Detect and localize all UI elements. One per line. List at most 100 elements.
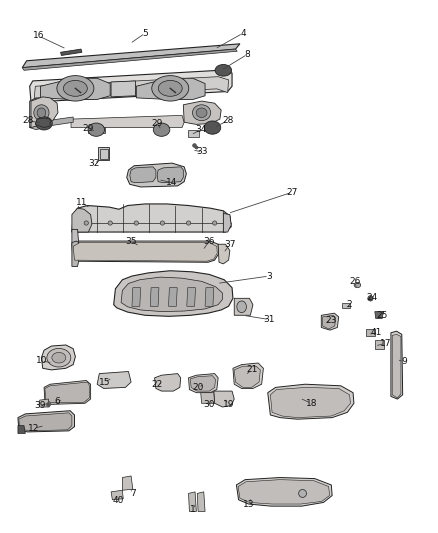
Polygon shape [35,118,50,127]
Text: 29: 29 [82,124,93,133]
Ellipse shape [212,221,217,225]
Polygon shape [234,298,253,316]
Polygon shape [30,117,73,130]
Text: 20: 20 [192,383,204,392]
Polygon shape [127,163,186,187]
Text: 7: 7 [130,489,136,498]
Polygon shape [342,303,350,308]
Polygon shape [132,288,141,306]
Text: 14: 14 [166,178,178,187]
Ellipse shape [152,76,189,101]
Text: 17: 17 [379,339,391,348]
Polygon shape [72,241,219,262]
Polygon shape [42,345,75,370]
Ellipse shape [34,105,49,120]
Polygon shape [30,98,36,127]
Polygon shape [111,490,123,500]
Text: 26: 26 [349,277,360,286]
Ellipse shape [368,296,373,301]
Text: 13: 13 [243,499,254,508]
Polygon shape [233,363,263,389]
Polygon shape [72,241,80,266]
Polygon shape [187,130,199,136]
Text: 32: 32 [88,159,99,167]
Polygon shape [72,208,92,232]
Polygon shape [22,44,240,68]
Polygon shape [234,366,260,387]
Polygon shape [41,78,110,100]
Ellipse shape [153,123,170,136]
Polygon shape [19,413,72,431]
Polygon shape [205,288,214,306]
Ellipse shape [215,64,232,76]
Polygon shape [169,288,177,306]
Polygon shape [22,49,237,70]
Polygon shape [18,425,25,433]
Polygon shape [237,478,332,506]
Ellipse shape [192,105,211,120]
Polygon shape [122,476,133,490]
Text: 36: 36 [204,237,215,246]
Ellipse shape [108,221,113,225]
Polygon shape [187,288,195,306]
Polygon shape [121,277,223,312]
Text: 39: 39 [34,401,46,410]
Text: 15: 15 [99,377,111,386]
Polygon shape [40,399,49,407]
Ellipse shape [134,221,138,225]
Text: 29: 29 [152,119,163,128]
Text: 41: 41 [371,328,382,337]
Polygon shape [321,313,339,330]
Polygon shape [31,97,58,127]
Text: 1: 1 [190,505,196,514]
Polygon shape [197,492,205,512]
Polygon shape [157,167,184,183]
Ellipse shape [158,80,182,96]
Polygon shape [201,393,215,403]
Polygon shape [44,381,91,405]
Text: 25: 25 [377,311,388,320]
Polygon shape [45,382,89,403]
Ellipse shape [57,76,94,101]
Polygon shape [270,387,350,418]
Text: 27: 27 [286,188,298,197]
Text: 16: 16 [33,31,44,41]
Polygon shape [238,480,329,504]
Polygon shape [366,329,375,336]
Text: 12: 12 [28,424,40,433]
Polygon shape [18,411,74,432]
Polygon shape [184,101,221,124]
Polygon shape [30,70,232,102]
Text: 24: 24 [367,293,378,302]
Polygon shape [391,331,403,399]
Polygon shape [34,77,229,101]
Ellipse shape [64,80,87,96]
Ellipse shape [299,489,307,497]
Polygon shape [188,492,196,512]
Polygon shape [114,271,233,317]
Polygon shape [72,229,79,245]
Ellipse shape [88,123,105,136]
Polygon shape [73,243,217,261]
Text: 35: 35 [125,237,137,246]
Text: 37: 37 [224,240,236,249]
Polygon shape [98,147,110,160]
Text: 28: 28 [222,116,233,125]
Polygon shape [188,374,218,393]
Ellipse shape [47,349,71,367]
Polygon shape [136,78,205,100]
Polygon shape [111,81,135,97]
Polygon shape [375,312,384,318]
Ellipse shape [52,352,66,363]
Ellipse shape [196,108,207,117]
Text: 11: 11 [76,198,88,207]
Polygon shape [88,126,105,133]
Ellipse shape [160,221,165,225]
Ellipse shape [36,117,52,130]
Polygon shape [71,115,184,127]
Text: 18: 18 [306,399,317,408]
Text: 34: 34 [195,125,206,134]
Ellipse shape [84,221,88,225]
Ellipse shape [37,108,46,117]
Text: 33: 33 [197,148,208,157]
